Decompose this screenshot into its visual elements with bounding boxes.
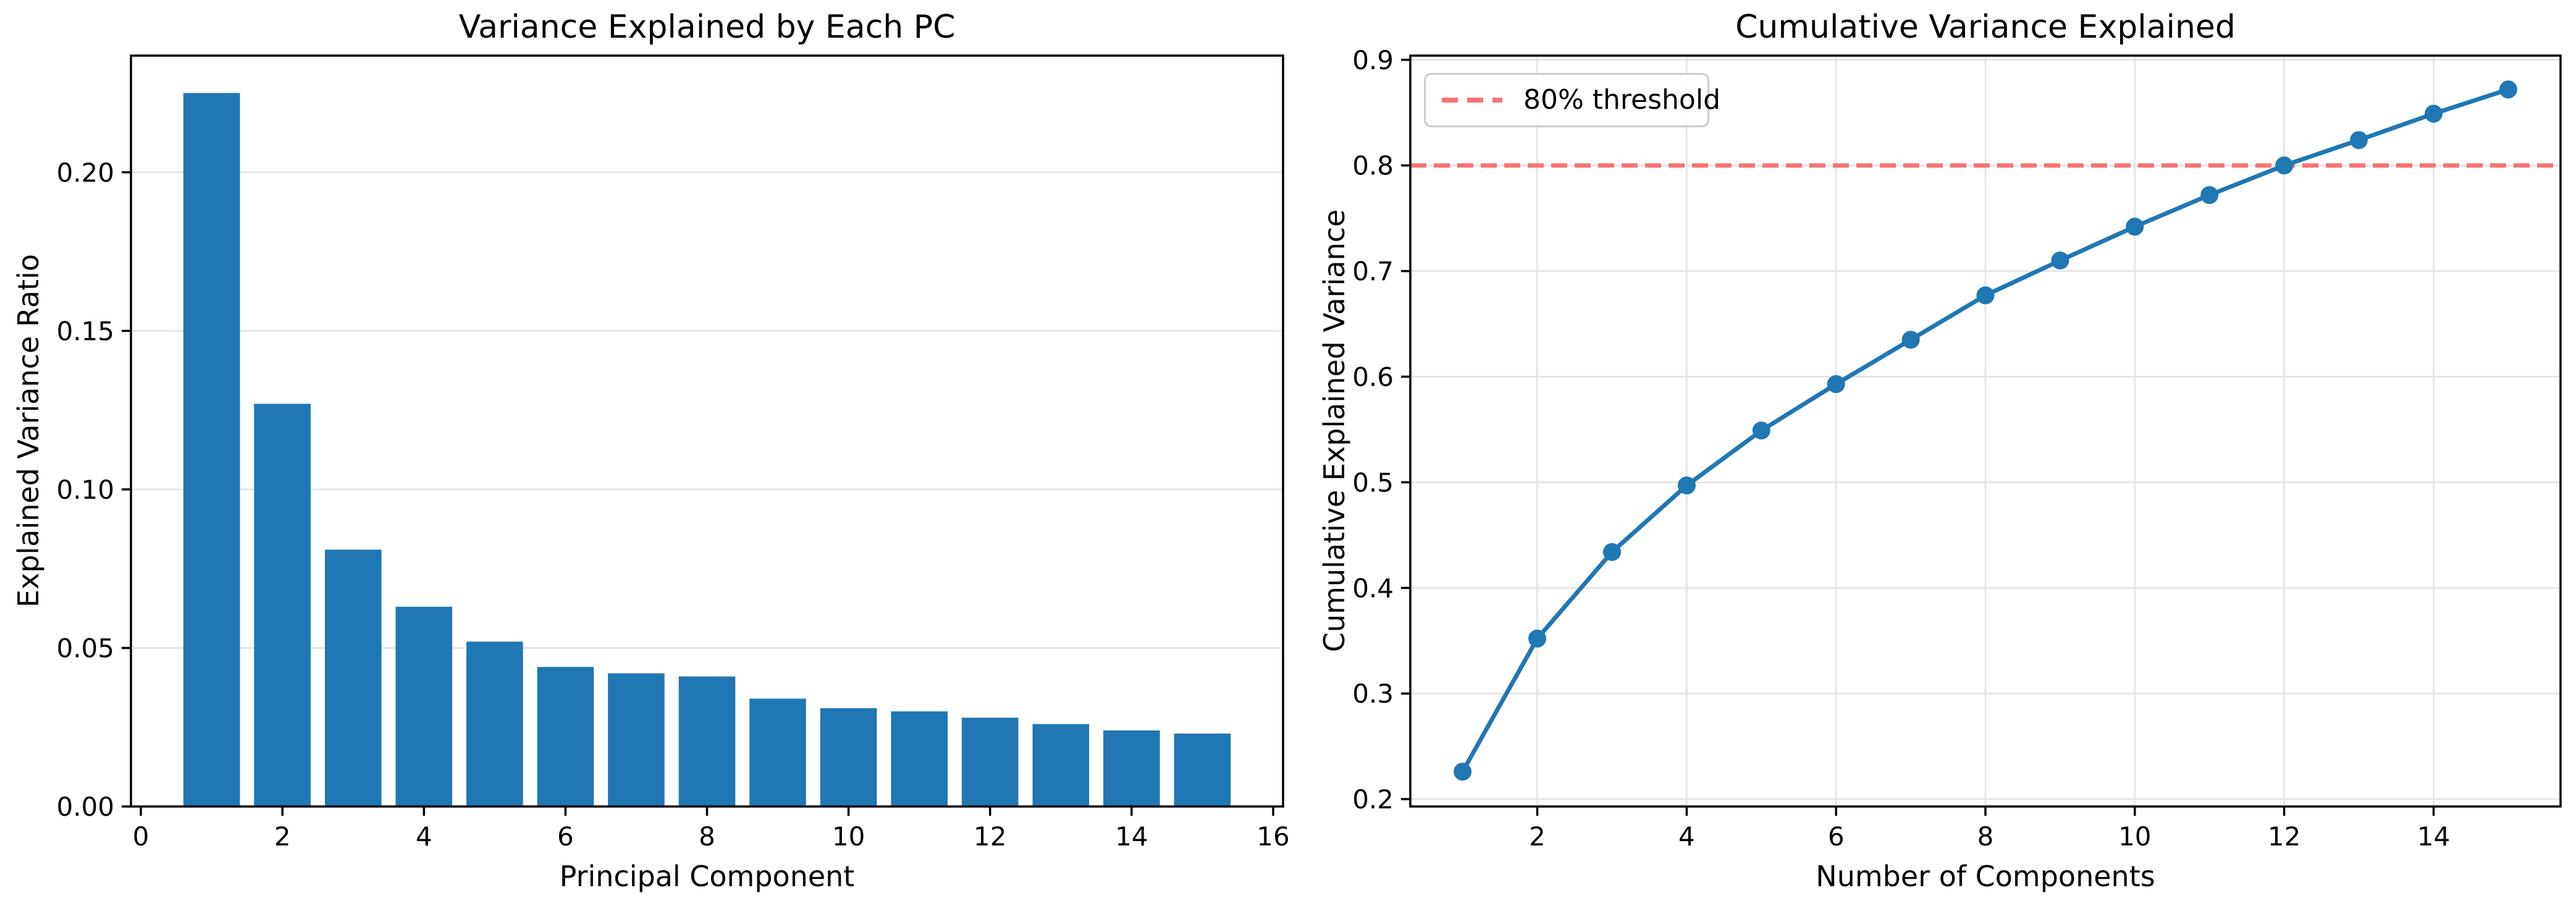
- threshold-line-sample-icon: [1442, 98, 1502, 103]
- y-tick-label: 0.15: [56, 316, 114, 346]
- right-y-axis-label: Cumulative Explained Variance: [1318, 209, 1351, 653]
- y-tick-label: 0.6: [1352, 362, 1394, 392]
- bar: [678, 676, 736, 806]
- bar: [466, 641, 523, 806]
- y-tick-label: 0.4: [1352, 573, 1394, 603]
- y-tick-label: 0.05: [56, 633, 114, 664]
- data-point-marker: [1528, 629, 1546, 648]
- data-point-marker: [1677, 476, 1696, 494]
- left-axes: 0 2 4 6 8 10 12 14 16 0.00 0.05 0.10 0.15 0.20: [56, 54, 1290, 852]
- bar: [395, 606, 452, 806]
- x-tick-label: 14: [1115, 821, 1148, 852]
- bar: [1032, 724, 1090, 806]
- x-tick-label: 6: [557, 821, 574, 852]
- y-tick-label: 0.20: [56, 158, 114, 188]
- left-chart-title: Variance Explained by Each PC: [458, 9, 956, 46]
- bar: [891, 711, 948, 806]
- right-axes: 2 4 6 8 10 12 14 0.2 0.3 0.4 0.5 0.6 0.7 0.8 0.9: [1352, 45, 2562, 852]
- x-tick-label: 2: [274, 821, 291, 852]
- bar: [961, 718, 1019, 806]
- x-tick-label: 12: [974, 821, 1006, 852]
- data-point-marker: [2200, 186, 2219, 205]
- bar: [1174, 734, 1231, 806]
- x-tick-label: 4: [1678, 821, 1695, 852]
- bar: [183, 93, 240, 806]
- y-tick-label: 0.8: [1352, 151, 1394, 181]
- bar: [537, 667, 594, 806]
- legend: 80% threshold: [1424, 73, 1720, 127]
- y-tick-label: 0.00: [56, 792, 114, 822]
- x-tick-label: 2: [1529, 821, 1546, 852]
- data-point-marker: [1976, 286, 1995, 305]
- bar: [608, 673, 665, 806]
- x-tick-label: 8: [699, 821, 715, 852]
- x-tick-label: 12: [2268, 821, 2300, 852]
- x-tick-label: 16: [1256, 821, 1289, 852]
- right-x-axis-label: Number of Components: [1816, 860, 2155, 893]
- data-point-marker: [1901, 331, 1920, 349]
- x-tick-label: 10: [832, 821, 865, 852]
- y-tick-label: 0.9: [1352, 45, 1394, 75]
- data-point-marker: [1454, 763, 1472, 781]
- bar: [820, 708, 877, 806]
- x-tick-label: 10: [2118, 821, 2151, 852]
- data-point-marker: [2126, 218, 2144, 236]
- x-tick-label: 4: [416, 821, 432, 852]
- y-tick-label: 0.3: [1352, 679, 1394, 709]
- data-point-marker: [2425, 104, 2443, 123]
- y-tick-label: 0.5: [1352, 467, 1394, 497]
- y-tick-label: 0.10: [56, 475, 114, 505]
- right-chart-title: Cumulative Variance Explained: [1735, 9, 2236, 46]
- left-x-axis-label: Principal Component: [559, 860, 855, 893]
- bar: [749, 698, 806, 806]
- y-tick-label: 0.7: [1352, 256, 1394, 287]
- x-tick-label: 8: [1977, 821, 1994, 852]
- data-point-marker: [1827, 375, 1845, 393]
- left-y-axis-label: Explained Variance Ratio: [12, 254, 45, 608]
- data-point-marker: [2499, 80, 2517, 99]
- x-tick-label: 6: [1828, 821, 1845, 852]
- data-point-marker: [2051, 252, 2069, 269]
- data-point-marker: [2275, 156, 2294, 175]
- y-tick-label: 0.2: [1352, 784, 1394, 815]
- x-tick-label: 0: [133, 821, 149, 852]
- legend-label: 80% threshold: [1523, 84, 1720, 116]
- data-point-marker: [1752, 421, 1770, 440]
- bar: [1103, 730, 1160, 806]
- bar: [254, 404, 311, 806]
- data-point-marker: [2350, 131, 2368, 150]
- bar: [324, 549, 382, 806]
- x-tick-label: 14: [2417, 821, 2450, 852]
- data-point-marker: [1603, 543, 1621, 561]
